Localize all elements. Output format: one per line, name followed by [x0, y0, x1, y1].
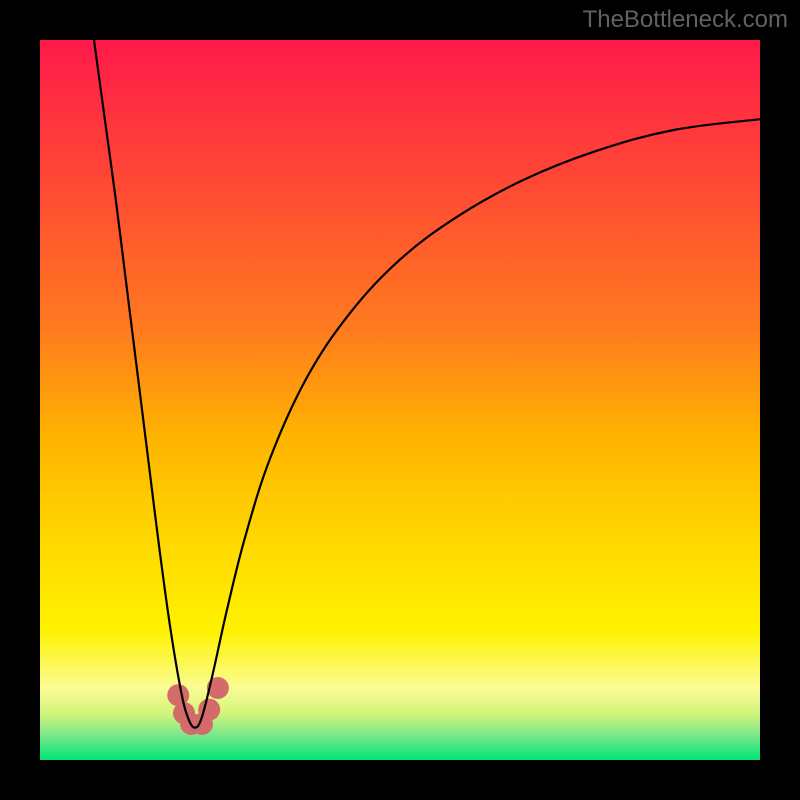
plot-background — [40, 40, 760, 760]
bottleneck-curve-chart — [0, 0, 800, 800]
chart-stage: TheBottleneck.com — [0, 0, 800, 800]
attribution-text: TheBottleneck.com — [583, 6, 788, 34]
